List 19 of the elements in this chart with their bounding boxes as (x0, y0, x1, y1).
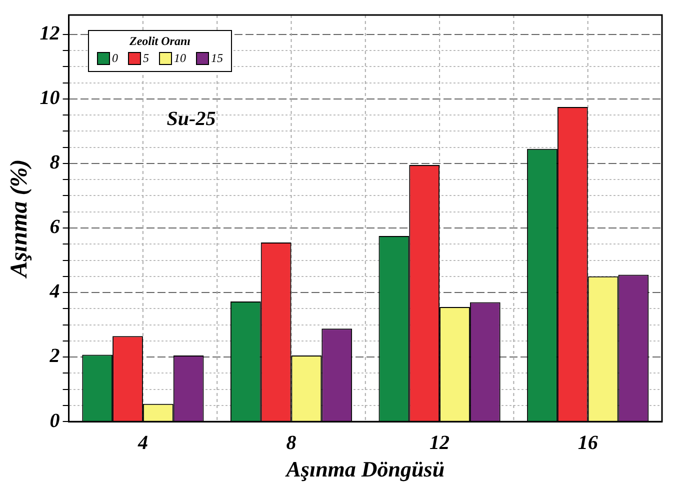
x-tick-label: 16 (578, 432, 598, 454)
y-axis-title: Aşınma (%) (6, 159, 33, 280)
y-tick-label: 10 (40, 87, 60, 110)
legend-label: 10 (174, 51, 186, 66)
y-tick-label: 6 (50, 216, 60, 238)
legend-label: 5 (143, 51, 149, 66)
annotation: Su-25 (166, 108, 216, 130)
y-tick-label: 0 (50, 410, 60, 432)
y-tick-label: 4 (48, 280, 60, 303)
y-tick-label: 8 (50, 152, 60, 174)
x-axis-title: Aşınma Döngüsü (284, 456, 445, 482)
x-tick-label: 12 (430, 432, 450, 454)
legend-title: Zeolit Oranı (128, 34, 192, 49)
legend-label: 0 (112, 51, 118, 66)
y-tick-label: 2 (48, 345, 60, 368)
legend-label: 15 (211, 51, 223, 66)
x-tick-label: 8 (286, 432, 296, 454)
y-tick-label: 12 (40, 22, 60, 45)
x-tick-label: 4 (136, 432, 148, 454)
